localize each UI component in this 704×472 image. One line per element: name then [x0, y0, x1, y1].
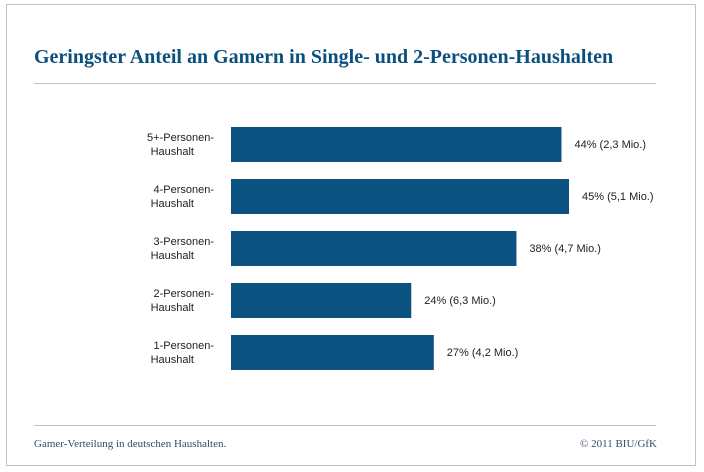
- bar-1: [231, 127, 562, 162]
- category-label-4: 2-Personen-Haushalt: [151, 288, 215, 314]
- category-label-3: 3-Personen-Haushalt: [151, 236, 215, 262]
- value-label-4: 24% (6,3 Mio.): [424, 295, 496, 307]
- footer-caption: Gamer-Verteilung in deutschen Haushalten…: [34, 438, 227, 450]
- category-label-5: 1-Personen-Haushalt: [151, 340, 215, 366]
- bar-5: [231, 335, 434, 370]
- value-label-3: 38% (4,7 Mio.): [529, 243, 601, 255]
- bar-2: [231, 179, 569, 214]
- category-label-2: 4-Personen-Haushalt: [151, 184, 215, 210]
- value-label-1: 44% (2,3 Mio.): [574, 139, 646, 151]
- title-divider: [34, 83, 656, 84]
- bars-layer: 5+-Personen-Haushalt 44% (2,3 Mio.) 4-Pers…: [147, 127, 654, 370]
- bar-3: [231, 231, 517, 266]
- footer-divider: [34, 425, 656, 426]
- category-label-1: 5+-Personen-Haushalt: [147, 132, 214, 158]
- chart-title: Geringster Anteil an Gamern in Single- u…: [34, 46, 614, 68]
- value-label-2: 45% (5,1 Mio.): [582, 191, 654, 203]
- footer-copyright: © 2011 BIU/GfK: [580, 438, 657, 450]
- bar-4: [231, 283, 412, 318]
- value-label-5: 27% (4,2 Mio.): [447, 347, 519, 359]
